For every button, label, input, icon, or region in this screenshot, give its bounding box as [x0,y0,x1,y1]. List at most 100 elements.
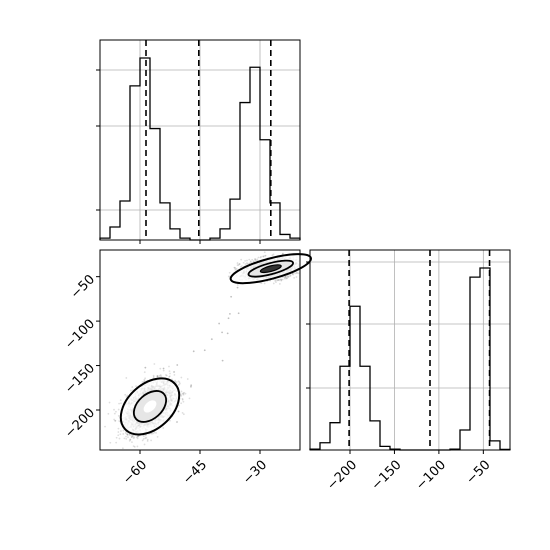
scatter-point [130,436,133,439]
scatter-point [119,399,122,402]
scatter-point [254,259,257,262]
scatter-point [284,275,287,278]
scatter-point [280,278,283,281]
scatter-point [192,350,195,353]
scatter-point [178,381,181,384]
scatter-point [174,379,177,382]
scatter-point [188,397,191,400]
scatter-point [182,393,185,396]
scatter-point [162,427,165,429]
scatter-point [109,441,112,444]
scatter-point [181,398,184,401]
scatter-point [141,439,144,442]
scatter-point [144,434,147,437]
scatter-point [124,432,127,435]
scatter-point [234,268,237,271]
scatter-point [168,370,171,373]
scatter-point [250,261,252,264]
scatter-point [280,279,283,282]
scatter-point [229,312,231,315]
scatter-point [246,262,249,265]
y-marginal-x-tick-label: −100 [413,458,449,494]
scatter-point [262,255,265,258]
scatter-point [141,381,144,383]
y-marginal-x-tick-label: −150 [369,458,405,494]
scatter-point [234,267,237,270]
scatter-point [159,367,162,370]
scatter-point [168,375,171,378]
scatter-point [131,386,134,388]
scatter-point [131,435,134,438]
scatter-point [142,435,145,438]
scatter-point [156,375,159,378]
scatter-point [281,278,284,281]
scatter-point [127,436,129,439]
scatter-point [144,377,147,380]
scatter-point [153,363,156,365]
scatter-point [136,435,139,438]
scatter-point [280,278,283,281]
scatter-point [113,408,115,411]
scatter-point [117,414,120,417]
scatter-point [248,258,251,261]
scatter-point [125,435,127,438]
scatter-point [143,378,146,381]
density-contour-core [143,400,157,413]
scatter-point [272,282,275,285]
scatter-point [263,251,266,254]
scatter-point [295,272,298,275]
joint-x-tick-label: −45 [180,458,210,488]
scatter-point [173,371,175,374]
scatter-point [190,384,193,387]
scatter-point [160,375,163,378]
scatter-point [176,420,179,423]
joint-y-tick-label: −150 [62,361,98,397]
scatter-point [177,383,180,386]
scatter-point [180,390,183,393]
scatter-point [130,389,132,392]
scatter-point [177,410,180,413]
scatter-point [120,402,122,405]
scatter-point [238,263,241,265]
x-marginal-frame [99,39,301,241]
scatter-point [145,436,148,439]
scatter-point [277,279,279,282]
scatter-point [278,279,281,282]
scatter-point [144,366,147,369]
scatter-point [132,437,135,440]
x-marginal-quantile-lines [145,40,272,240]
scatter-point [286,275,289,277]
scatter-point [128,434,131,436]
scatter-point [281,252,284,255]
scatter-point [133,445,136,448]
scatter-point [241,265,243,267]
scatter-point [169,419,171,422]
scatter-point [129,438,132,441]
scatter-point [180,394,183,397]
scatter-point [264,255,266,257]
scatter-point [177,410,180,413]
scatter-point [180,376,183,379]
scatter-point [246,259,248,262]
scatter-point [146,438,149,441]
scatter-point [291,273,294,275]
scatter-point [180,402,183,405]
y-marginal-x-tick-label: −200 [324,458,360,494]
scatter-point [248,262,251,265]
scatter-point [177,380,180,383]
scatter-point [245,262,248,264]
scatter-point [287,275,290,278]
scatter-point [117,408,120,411]
scatter-point [244,259,246,262]
scatter-point [123,437,126,440]
scatter-point [152,374,155,377]
y-marginal-quantile-lines [348,250,491,450]
scatter-point [260,255,262,258]
scatter-point [155,432,157,434]
scatter-point [236,262,239,264]
scatter-point [131,441,133,444]
scatter-point [126,394,129,397]
scatter-point [156,435,159,438]
scatter-point [115,436,118,439]
scatter-point [286,276,289,279]
